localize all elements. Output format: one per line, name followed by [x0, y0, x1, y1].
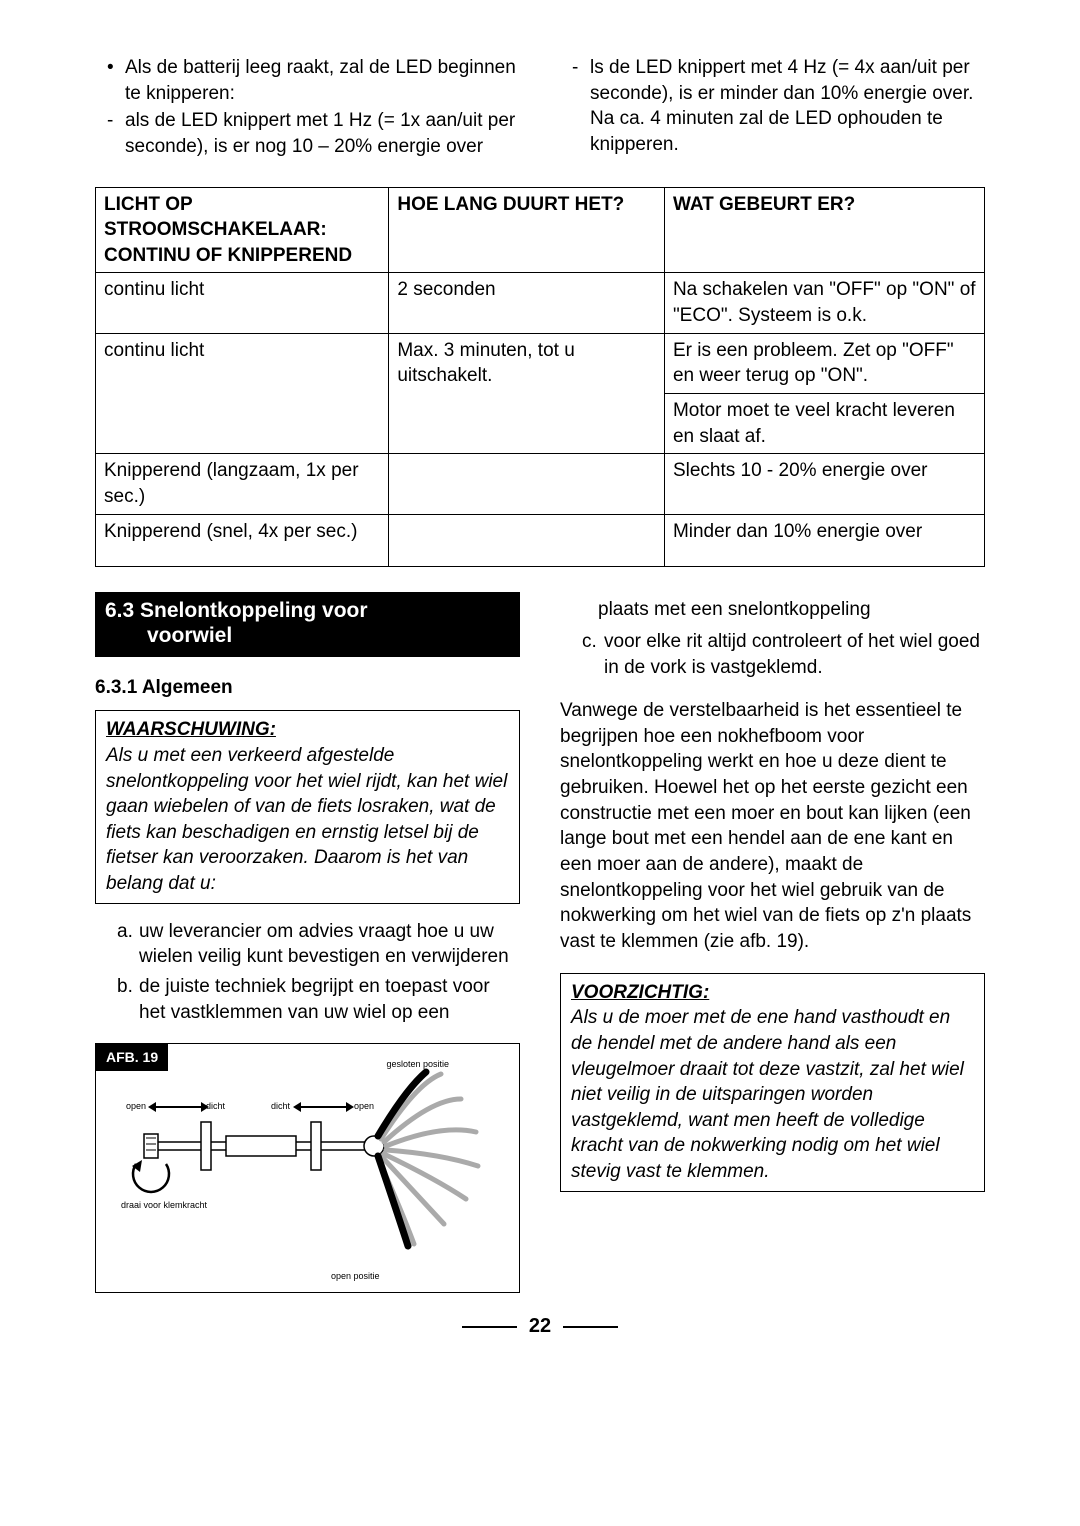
cell: Slechts 10 - 20% energie over	[664, 454, 984, 514]
cell	[389, 454, 665, 514]
th-a: LICHT OP STROOMSCHAKELAAR: CONTINU OF KN…	[96, 187, 389, 273]
letter-c: c.voor elke rit altijd controleert of he…	[582, 629, 985, 680]
th-c: WAT GEBEURT ER?	[664, 187, 984, 273]
caution-box: VOORZICHTIG: Als u de moer met de ene ha…	[560, 973, 985, 1192]
lower-right: plaats met een snelontkoppeling c.voor e…	[560, 567, 985, 1293]
letters-left: a.uw leverancier om advies vraagt hoe u …	[95, 919, 520, 1026]
section-title-line2: voorwiel	[105, 623, 510, 648]
warning-box: WAARSCHUWING: Als u met een verkeerd afg…	[95, 710, 520, 903]
intro-columns: Als de batterij leeg raakt, zal de LED b…	[95, 55, 985, 162]
page-number: 22	[95, 1313, 985, 1340]
right-paragraph: Vanwege de verstelbaarheid is het essent…	[560, 698, 985, 954]
figure-19: AFB. 19 gesloten positie open dicht dich…	[95, 1043, 520, 1293]
intro-dash-right: ls de LED knippert met 4 Hz (= 4x aan/ui…	[560, 55, 985, 158]
fig-open-pos: open positie	[331, 1270, 380, 1282]
intro-bullet: Als de batterij leeg raakt, zal de LED b…	[95, 55, 520, 106]
cell: Knipperend (langzaam, 1x per sec.)	[96, 454, 389, 514]
letter-b: b.de juiste techniek begrijpt en toepast…	[117, 974, 520, 1025]
cell: 2 seconden	[389, 273, 665, 333]
letter-c-lead: plaats met een snelontkoppeling	[560, 597, 985, 623]
cell: continu licht	[96, 273, 389, 333]
letters-right: c.voor elke rit altijd controleert of he…	[560, 629, 985, 680]
intro-right: ls de LED knippert met 4 Hz (= 4x aan/ui…	[560, 55, 985, 162]
intro-left: Als de batterij leeg raakt, zal de LED b…	[95, 55, 520, 162]
table-row: continu licht Max. 3 minuten, tot u uits…	[96, 333, 985, 393]
cell: Er is een probleem. Zet op "OFF" en weer…	[664, 333, 984, 393]
cell: Motor moet te veel kracht leveren en sla…	[664, 394, 984, 454]
letter-a-text: uw leverancier om advies vraagt hoe u uw…	[139, 921, 509, 968]
sub-631: 6.3.1 Algemeen	[95, 675, 520, 701]
warning-body: Als u met een verkeerd afgestelde snelon…	[106, 743, 509, 897]
letter-b-text: de juiste techniek begrijpt en toepast v…	[139, 976, 490, 1023]
intro-bullet-item: Als de batterij leeg raakt, zal de LED b…	[113, 55, 520, 106]
lower-left: 6.3 Snelontkoppeling voor voorwiel 6.3.1…	[95, 567, 520, 1293]
table-row: Knipperend (langzaam, 1x per sec.) Slech…	[96, 454, 985, 514]
section-num: 6.3	[105, 598, 134, 623]
cell: Na schakelen van "OFF" op "ON" of "ECO".…	[664, 273, 984, 333]
letter-a: a.uw leverancier om advies vraagt hoe u …	[117, 919, 520, 970]
letter-c-text: voor elke rit altijd controleert of het …	[604, 631, 980, 678]
cell	[389, 514, 665, 567]
warning-title: WAARSCHUWING:	[106, 717, 509, 743]
cell: continu licht	[96, 333, 389, 454]
intro-dash-right-item: ls de LED knippert met 4 Hz (= 4x aan/ui…	[578, 55, 985, 158]
intro-dash-left-item: als de LED knippert met 1 Hz (= 1x aan/u…	[113, 108, 520, 159]
led-table: LICHT OP STROOMSCHAKELAAR: CONTINU OF KN…	[95, 187, 985, 568]
caution-title: VOORZICHTIG:	[571, 980, 974, 1006]
th-b: HOE LANG DUURT HET?	[389, 187, 665, 273]
table-row: continu licht 2 seconden Na schakelen va…	[96, 273, 985, 333]
cell: Max. 3 minuten, tot u uitschakelt.	[389, 333, 665, 454]
hub-illustration	[96, 1044, 516, 1293]
lower-columns: 6.3 Snelontkoppeling voor voorwiel 6.3.1…	[95, 567, 985, 1293]
fig-draai: draai voor klemkracht	[121, 1199, 207, 1211]
intro-dash-left: als de LED knippert met 1 Hz (= 1x aan/u…	[95, 108, 520, 159]
caution-body: Als u de moer met de ene hand vasthoudt …	[571, 1005, 974, 1184]
cell: Knipperend (snel, 4x per sec.)	[96, 514, 389, 567]
table-row: Knipperend (snel, 4x per sec.) Minder da…	[96, 514, 985, 567]
section-6-3-head: 6.3 Snelontkoppeling voor voorwiel	[95, 592, 520, 656]
section-title-line1: Snelontkoppeling voor	[140, 599, 368, 622]
cell: Minder dan 10% energie over	[664, 514, 984, 567]
